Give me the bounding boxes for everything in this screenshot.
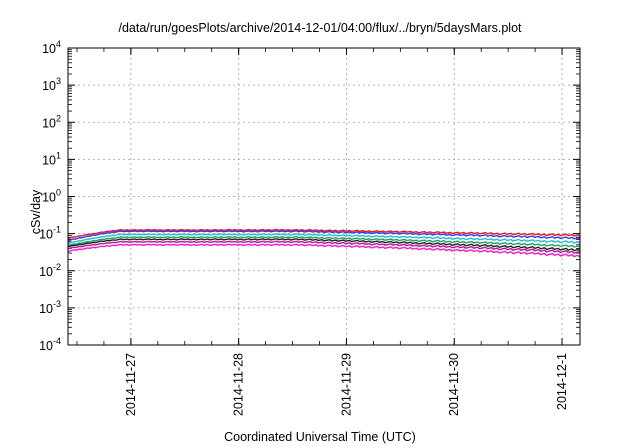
y-tick-label: 104: [42, 39, 61, 56]
y-tick-label: 101: [42, 150, 61, 167]
series-line: [67, 243, 581, 258]
series-line: [67, 230, 581, 242]
x-tick-label: 2014-11-27: [124, 353, 138, 416]
series-line: [67, 235, 581, 249]
y-tick-label: 10-3: [39, 299, 61, 316]
chart-title: /data/run/goesPlots/archive/2014-12-01/0…: [118, 21, 522, 35]
series-line: [67, 237, 581, 252]
y-tick-label: 10-2: [39, 262, 61, 279]
x-axis-label: Coordinated Universal Time (UTC): [224, 430, 416, 444]
plot-border: [67, 47, 581, 346]
x-tick-label: 2014-11-29: [339, 353, 353, 416]
series-line: [67, 228, 581, 240]
y-axis-label: cSv/day: [29, 189, 43, 235]
series-line: [67, 233, 581, 245]
series-line: [67, 240, 581, 255]
y-tick-label: 10-4: [39, 336, 61, 353]
y-tick-label: 102: [42, 113, 61, 130]
x-tick-label: 2014-12-1: [555, 353, 569, 410]
y-tick-label: 100: [42, 188, 61, 205]
x-tick-label: 2014-11-30: [447, 353, 461, 416]
x-tick-label: 2014-11-28: [232, 353, 246, 416]
y-tick-label: 103: [42, 76, 61, 93]
y-tick-label: 10-1: [39, 225, 61, 242]
